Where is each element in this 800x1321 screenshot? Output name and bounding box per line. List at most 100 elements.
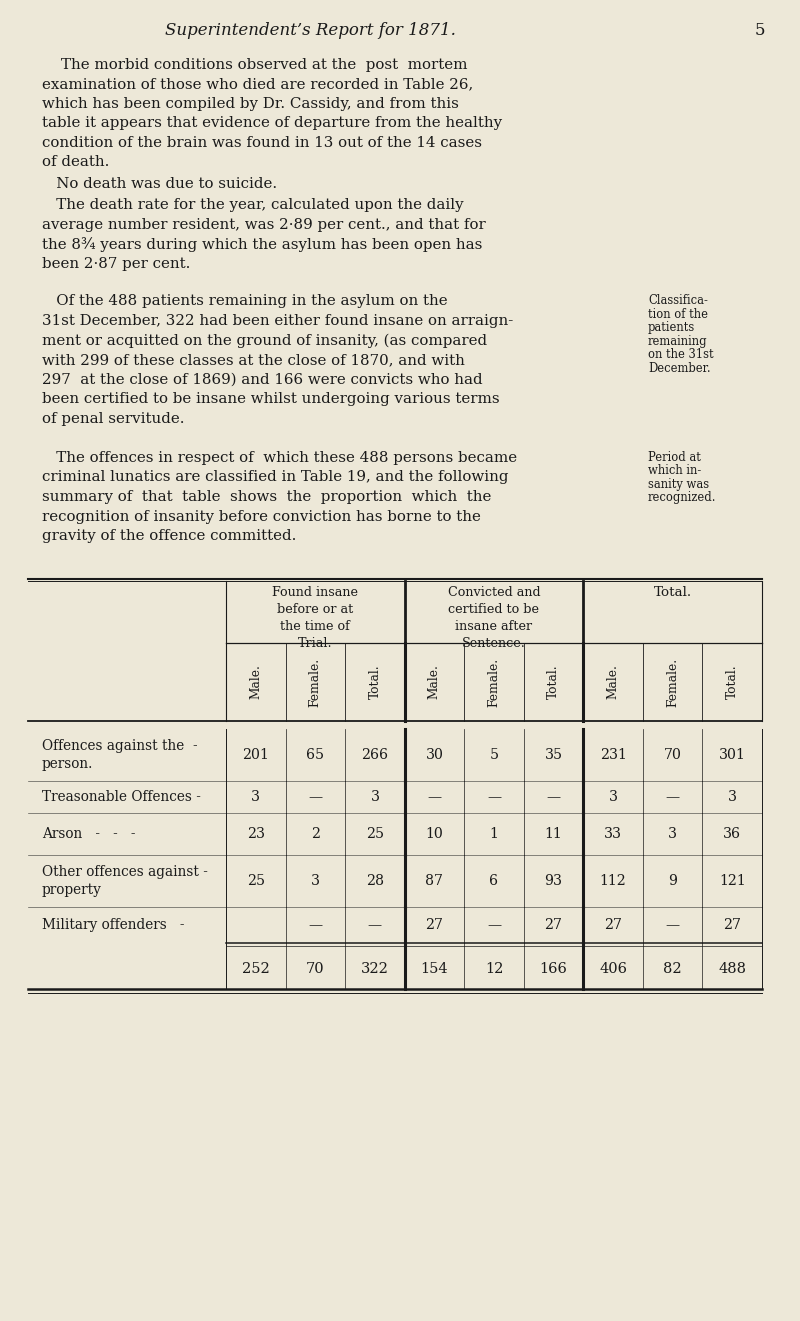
Text: 488: 488 (718, 962, 746, 976)
Text: —: — (427, 790, 442, 804)
Text: —: — (487, 790, 501, 804)
Text: sanity was: sanity was (648, 478, 709, 491)
Text: 3: 3 (728, 790, 737, 804)
Text: —: — (368, 918, 382, 933)
Text: 154: 154 (421, 962, 448, 976)
Text: on the 31st: on the 31st (648, 349, 714, 362)
Text: 3: 3 (370, 790, 379, 804)
Text: 9: 9 (668, 875, 677, 888)
Text: been certified to be insane whilst undergoing various terms: been certified to be insane whilst under… (42, 392, 500, 406)
Text: summary of  that  table  shows  the  proportion  which  the: summary of that table shows the proporti… (42, 490, 491, 505)
Text: 28: 28 (366, 875, 384, 888)
Text: 266: 266 (362, 748, 388, 762)
Text: 70: 70 (306, 962, 325, 976)
Text: 93: 93 (545, 875, 562, 888)
Text: 10: 10 (426, 827, 443, 841)
Text: patients: patients (648, 321, 695, 334)
Text: condition of the brain was found in 13 out of the 14 cases: condition of the brain was found in 13 o… (42, 136, 482, 151)
Text: remaining: remaining (648, 336, 708, 347)
Text: 1: 1 (490, 827, 498, 841)
Text: 65: 65 (306, 748, 324, 762)
Text: Arson   -   -   -: Arson - - - (42, 827, 135, 841)
Text: gravity of the offence committed.: gravity of the offence committed. (42, 528, 296, 543)
Text: Military offenders   -: Military offenders - (42, 918, 185, 933)
Text: Total.: Total. (654, 587, 692, 598)
Text: 12: 12 (485, 962, 503, 976)
Text: 252: 252 (242, 962, 270, 976)
Text: 6: 6 (490, 875, 498, 888)
Text: criminal lunatics are classified in Table 19, and the following: criminal lunatics are classified in Tabl… (42, 470, 509, 485)
Text: 35: 35 (545, 748, 562, 762)
Text: 30: 30 (426, 748, 443, 762)
Text: 322: 322 (361, 962, 389, 976)
Text: property: property (42, 882, 102, 897)
Text: 3: 3 (251, 790, 260, 804)
Text: 23: 23 (246, 827, 265, 841)
Text: 5: 5 (755, 22, 766, 40)
Text: Total.: Total. (368, 664, 382, 699)
Text: The death rate for the year, calculated upon the daily: The death rate for the year, calculated … (42, 198, 464, 213)
Text: 406: 406 (599, 962, 627, 976)
Text: The morbid conditions observed at the  post  mortem: The morbid conditions observed at the po… (42, 58, 467, 73)
Text: Period at: Period at (648, 450, 701, 464)
Text: 82: 82 (663, 962, 682, 976)
Text: —: — (546, 790, 561, 804)
Text: Total.: Total. (547, 664, 560, 699)
Text: Male.: Male. (250, 664, 262, 699)
Text: 31st December, 322 had been either found insane on arraign-: 31st December, 322 had been either found… (42, 314, 514, 328)
Text: Male.: Male. (606, 664, 620, 699)
Text: the 8¾ years during which the asylum has been open has: the 8¾ years during which the asylum has… (42, 238, 482, 252)
Text: Other offences against -: Other offences against - (42, 865, 208, 878)
Text: 5: 5 (490, 748, 498, 762)
Text: of death.: of death. (42, 156, 110, 169)
Text: which in-: which in- (648, 465, 702, 477)
Text: 201: 201 (242, 748, 270, 762)
Text: 25: 25 (366, 827, 384, 841)
Text: ment or acquitted on the ground of insanity, (as compared: ment or acquitted on the ground of insan… (42, 333, 487, 347)
Text: which has been compiled by Dr. Cassidy, and from this: which has been compiled by Dr. Cassidy, … (42, 96, 459, 111)
Text: Found insane
before or at
the time of
Trial.: Found insane before or at the time of Tr… (272, 587, 358, 650)
Text: Of the 488 patients remaining in the asylum on the: Of the 488 patients remaining in the asy… (42, 295, 448, 309)
Text: 27: 27 (604, 918, 622, 933)
Text: Convicted and
certified to be
insane after
Sentence.: Convicted and certified to be insane aft… (448, 587, 540, 650)
Text: 11: 11 (545, 827, 562, 841)
Text: 33: 33 (604, 827, 622, 841)
Text: table it appears that evidence of departure from the healthy: table it appears that evidence of depart… (42, 116, 502, 131)
Text: —: — (487, 918, 501, 933)
Text: 27: 27 (426, 918, 443, 933)
Text: 3: 3 (609, 790, 618, 804)
Text: Female.: Female. (487, 658, 501, 707)
Text: recognition of insanity before conviction has borne to the: recognition of insanity before convictio… (42, 510, 481, 523)
Text: Superintendent’s Report for 1871.: Superintendent’s Report for 1871. (165, 22, 455, 40)
Text: been 2·87 per cent.: been 2·87 per cent. (42, 258, 190, 271)
Text: Classifica-: Classifica- (648, 295, 708, 308)
Text: —: — (666, 790, 680, 804)
Text: 297  at the close of 1869) and 166 were convicts who had: 297 at the close of 1869) and 166 were c… (42, 373, 482, 387)
Text: Total.: Total. (726, 664, 738, 699)
Text: 3: 3 (668, 827, 677, 841)
Text: 27: 27 (545, 918, 562, 933)
Text: Female.: Female. (666, 658, 679, 707)
Text: The offences in respect of  which these 488 persons became: The offences in respect of which these 4… (42, 450, 517, 465)
Text: 166: 166 (540, 962, 567, 976)
Text: Female.: Female. (309, 658, 322, 707)
Text: 112: 112 (600, 875, 626, 888)
Text: 36: 36 (723, 827, 742, 841)
Text: Male.: Male. (428, 664, 441, 699)
Text: 87: 87 (426, 875, 443, 888)
Text: No death was due to suicide.: No death was due to suicide. (42, 177, 277, 192)
Text: 231: 231 (600, 748, 626, 762)
Text: 2: 2 (311, 827, 320, 841)
Text: 25: 25 (246, 875, 265, 888)
Text: 70: 70 (664, 748, 682, 762)
Text: 3: 3 (311, 875, 320, 888)
Text: with 299 of these classes at the close of 1870, and with: with 299 of these classes at the close o… (42, 353, 465, 367)
Text: 121: 121 (719, 875, 746, 888)
Text: average number resident, was 2·89 per cent., and that for: average number resident, was 2·89 per ce… (42, 218, 486, 232)
Text: 27: 27 (723, 918, 742, 933)
Text: examination of those who died are recorded in Table 26,: examination of those who died are record… (42, 78, 474, 91)
Text: —: — (308, 790, 322, 804)
Text: person.: person. (42, 757, 94, 771)
Text: —: — (308, 918, 322, 933)
Text: recognized.: recognized. (648, 491, 717, 505)
